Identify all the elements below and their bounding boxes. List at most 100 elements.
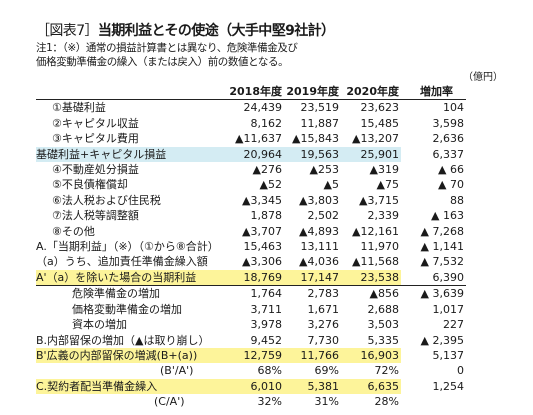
value-2020: 25,901 — [341, 146, 401, 163]
column-gap — [401, 254, 409, 269]
value-2018: ▲52 — [259, 178, 282, 192]
table-body: ①基礎利益 24,439 23,519 23,623 104 ②キャピタル収益 8,162 1… — [36, 100, 466, 410]
value-growth: 227 — [443, 318, 464, 332]
header-gap — [401, 84, 409, 101]
row-label: C.契約者配当準備金繰入 — [36, 378, 221, 395]
column-header-2018: 2018年度 — [221, 84, 284, 101]
value-2019: 3,276 — [307, 318, 340, 332]
table-row: B'広義の内部留保の増減(B+(a)) 12,759 11,766 16,903 5,1… — [36, 347, 466, 364]
value-2018: 1,878 — [250, 209, 283, 223]
value-2018: 68% — [257, 364, 282, 378]
table-row: B.内部留保の増加（▲は取り崩し） 9,452 7,730 5,335 ▲ 2,395 — [36, 333, 466, 348]
table-row: （a）うち、追加責任準備金繰入額 ▲3,306 ▲4,036 ▲11,568 ▲ 7,5… — [36, 254, 466, 269]
row-label: （a）うち、追加責任準備金繰入額 — [36, 255, 208, 269]
value-2020: 2,688 — [367, 302, 400, 316]
table-row: ⑧その他 ▲3,707 ▲4,893 ▲12,161 ▲ 7,268 — [36, 224, 466, 239]
value-2019: 2,502 — [307, 209, 340, 223]
value-growth: 5,137 — [432, 348, 465, 362]
value-2020: 6,635 — [341, 378, 401, 395]
value-2018: 20,964 — [221, 146, 284, 163]
table-row: ③キャピタル費用 ▲11,637 ▲15,843 ▲13,207 2,636 — [36, 131, 466, 146]
row-label: ⑧その他 — [52, 224, 95, 238]
value-2019: 11,766 — [284, 347, 341, 364]
value-2018: 3,711 — [250, 302, 283, 316]
column-gap — [401, 363, 409, 378]
value-2020: ▲11,568 — [352, 255, 399, 269]
value-2018: 18,769 — [221, 269, 284, 286]
table-row: ⑥法人税および住民税 ▲3,345 ▲3,803 ▲3,715 88 — [36, 193, 466, 208]
column-gap — [401, 208, 409, 223]
value-2019: 11,887 — [300, 116, 340, 130]
value-2020: 5,335 — [367, 333, 400, 347]
value-growth: 3,598 — [432, 116, 465, 130]
column-gap — [401, 285, 409, 302]
column-header-2020: 2020年度 — [341, 84, 401, 101]
value-2019: ▲4,036 — [299, 255, 339, 269]
row-label: ⑥法人税および住民税 — [52, 193, 161, 207]
column-gap — [401, 317, 409, 332]
value-2020: ▲75 — [376, 178, 399, 192]
column-gap — [401, 224, 409, 239]
row-label: ②キャピタル収益 — [52, 116, 139, 130]
column-gap — [401, 333, 409, 348]
value-2019: ▲3,803 — [299, 193, 339, 207]
value-2020: ▲856 — [341, 285, 401, 302]
column-header-2019: 2019年度 — [284, 84, 341, 101]
table-row: ④不動産処分損益 ▲276 ▲253 ▲319 ▲ 66 — [36, 162, 466, 177]
value-2020: 23,538 — [341, 269, 401, 286]
value-2018: ▲3,306 — [242, 255, 282, 269]
value-2019: 19,563 — [284, 146, 341, 163]
table-row: (B'/A') 68% 69% 72% 0 — [36, 363, 466, 378]
value-growth: ▲ 2,395 — [420, 333, 464, 347]
column-gap — [401, 193, 409, 208]
row-label: (C/A') — [154, 395, 185, 409]
value-2020: 2,339 — [367, 209, 400, 223]
value-2019: ▲5 — [323, 178, 339, 192]
table-row: 基礎利益+キャピタル損益 20,964 19,563 25,901 6,337 — [36, 146, 466, 163]
row-label: A.「当期利益」（※）（①から⑧合計） — [36, 240, 219, 254]
value-2019: 13,111 — [300, 240, 340, 254]
value-2019: ▲253 — [309, 163, 339, 177]
value-growth: ▲ 7,532 — [420, 255, 464, 269]
table-row: C.契約者配当準備金繰入 6,010 5,381 6,635 1,254 — [36, 378, 466, 395]
value-2018: 8,162 — [250, 116, 283, 130]
value-2018: 32% — [257, 395, 282, 409]
value-2020: 16,903 — [341, 347, 401, 364]
value-2018: 9,452 — [250, 333, 283, 347]
value-2018: ▲3,707 — [242, 224, 282, 238]
value-2020: 11,970 — [360, 240, 400, 254]
value-growth: 0 — [457, 364, 464, 378]
unit-label: （億円） — [463, 72, 503, 83]
row-label: 資本の増加 — [72, 318, 127, 332]
figure-number: ［図表7］ — [36, 23, 99, 39]
row-label: ⑦法人税等調整額 — [52, 209, 139, 223]
value-growth: 1,254 — [432, 379, 465, 393]
value-2020: ▲3,715 — [359, 193, 399, 207]
row-label: 価格変動準備金の増加 — [72, 302, 182, 316]
row-label: B'広義の内部留保の増減(B+(a)) — [36, 347, 221, 364]
column-gap — [401, 162, 409, 177]
value-2020: ▲13,207 — [352, 132, 399, 146]
footnote-line-2: 価格変動準備金の繰入（または戻入）前の数値となる。 — [36, 56, 289, 68]
value-2018: ▲11,637 — [235, 132, 282, 146]
row-label: (B'/A') — [160, 364, 194, 378]
row-label: ①基礎利益 — [52, 101, 106, 115]
value-growth: 88 — [450, 193, 464, 207]
table-row: ①基礎利益 24,439 23,519 23,623 104 — [36, 100, 466, 116]
table-row: A.「当期利益」（※）（①から⑧合計） 15,463 13,111 11,970 ▲ 1… — [36, 239, 466, 254]
table-row: ⑦法人税等調整額 1,878 2,502 2,339 ▲ 163 — [36, 208, 466, 223]
value-2018: 1,764 — [221, 285, 284, 302]
row-label: 基礎利益+キャピタル損益 — [36, 146, 221, 163]
value-2018: 12,759 — [221, 347, 284, 364]
column-gap — [401, 100, 409, 116]
value-growth: 2,636 — [432, 132, 465, 146]
row-label: ④不動産処分損益 — [52, 163, 139, 177]
value-2019: 2,783 — [284, 285, 341, 302]
table-row: ②キャピタル収益 8,162 11,887 15,485 3,598 — [36, 116, 466, 131]
value-2018: ▲276 — [252, 163, 282, 177]
value-2018: 15,463 — [243, 240, 283, 254]
value-growth: 6,337 — [432, 147, 465, 161]
table-row: 資本の増加 3,978 3,276 3,503 227 — [36, 317, 466, 332]
column-gap — [401, 116, 409, 131]
column-gap — [401, 348, 409, 363]
